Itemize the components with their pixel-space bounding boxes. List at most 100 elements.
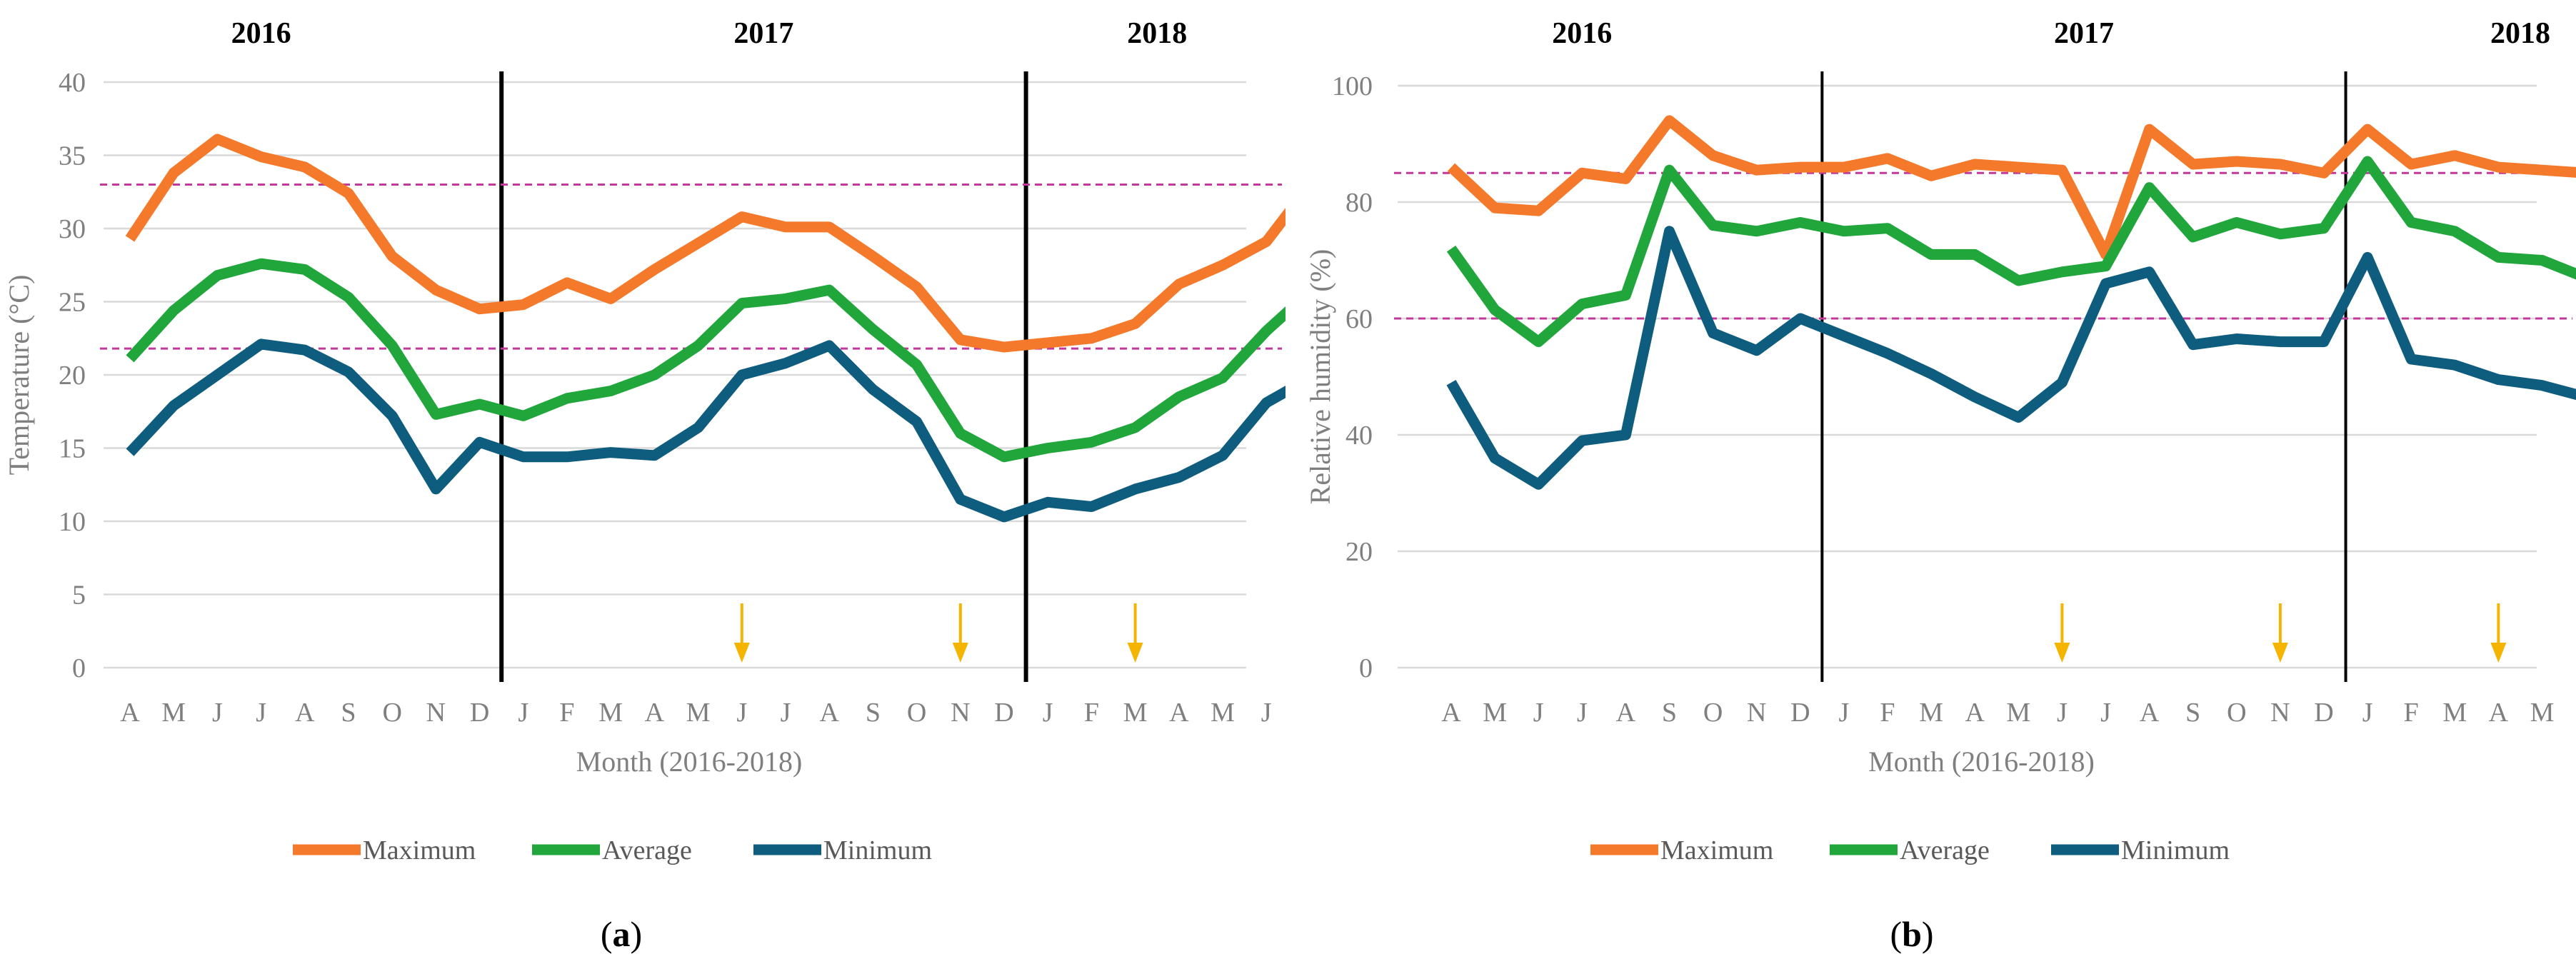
- temperature-average-point: [476, 400, 484, 408]
- temperature-legend-label-maximum: Maximum: [363, 835, 476, 865]
- humidity-minimum-point: [1840, 331, 1848, 340]
- humidity-x-tick-label: N: [2270, 698, 2290, 728]
- temperature-average-point: [388, 341, 396, 350]
- temperature-x-tick-label: F: [559, 698, 574, 728]
- humidity-average-point: [1578, 300, 1586, 308]
- down-arrow-head: [1127, 643, 1143, 663]
- humidity-maximum-point: [2058, 166, 2066, 174]
- humidity-year-label: 2017: [2054, 17, 2114, 50]
- humidity-y-axis-title: Relative humidity (%): [1304, 249, 1336, 505]
- temperature-minimum-point: [913, 418, 921, 426]
- temperature-average-point: [956, 429, 965, 438]
- humidity-legend-label-minimum: Minimum: [2121, 835, 2230, 865]
- humidity-average-point: [2189, 233, 2197, 241]
- temperature-year-label: 2016: [231, 17, 291, 50]
- humidity-average-point: [2538, 256, 2547, 265]
- temperature-average-point: [781, 294, 790, 303]
- humidity-x-tick-label: M: [2442, 698, 2467, 728]
- temperature-x-tick-label: N: [951, 698, 970, 728]
- temperature-maximum-point: [781, 223, 790, 231]
- temperature-x-tick-label: S: [866, 698, 881, 728]
- temperature-x-tick-label: J: [256, 698, 266, 728]
- down-arrow-icon: [2054, 603, 2070, 663]
- humidity-y-tick-label: 100: [1332, 71, 1373, 101]
- humidity-maximum-point: [1709, 151, 1718, 160]
- humidity-average-point: [1970, 250, 1979, 258]
- temperature-average-point: [606, 387, 615, 396]
- temperature-minimum-point: [1262, 398, 1271, 407]
- temperature-maximum-point: [213, 135, 221, 144]
- down-arrow-icon: [2490, 603, 2507, 663]
- temperature-minimum-point: [213, 371, 221, 379]
- temperature-x-tick-label: A: [120, 698, 140, 728]
- temperature-average-point: [257, 259, 266, 268]
- humidity-x-tick-label: J: [2057, 698, 2068, 728]
- humidity-average-point: [1490, 306, 1499, 314]
- humidity-subplot-letter: b: [1902, 914, 1922, 954]
- temperature-average-point: [519, 411, 528, 420]
- temperature-x-tick-label: N: [426, 698, 446, 728]
- temperature-series-maximum-line: [125, 134, 1286, 353]
- temperature-average-point: [825, 286, 833, 294]
- temperature-minimum-point: [1000, 513, 1008, 521]
- temperature-maximum-point: [606, 294, 615, 303]
- temperature-average-point: [169, 306, 178, 315]
- temperature-x-tick-label: J: [212, 698, 223, 728]
- temperature-y-tick-label: 15: [59, 434, 86, 464]
- temperature-y-tick-label: 40: [59, 68, 86, 98]
- temperature-maximum-point: [694, 239, 703, 248]
- humidity-minimum-point: [2538, 381, 2547, 390]
- temperature-average-point: [650, 371, 658, 379]
- temperature-average-point: [1262, 327, 1271, 336]
- temperature-minimum-point: [781, 359, 790, 368]
- humidity-maximum-point: [2014, 163, 2023, 171]
- humidity-maximum-point: [1578, 169, 1586, 177]
- temperature-minimum-point: [738, 371, 746, 379]
- humidity-average-point: [2363, 157, 2372, 166]
- humidity-minimum-point: [2407, 355, 2415, 363]
- humidity-subplot-label: (b): [1890, 914, 1933, 954]
- humidity-minimum-point: [1447, 378, 1455, 387]
- humidity-x-tick-label: O: [1703, 698, 1723, 728]
- humidity-minimum-point: [2450, 361, 2459, 369]
- humidity-minimum-point: [2102, 279, 2110, 288]
- temperature-maximum-point: [1262, 237, 1271, 246]
- humidity-maximum-point: [1840, 163, 1848, 171]
- humidity-maximum-point: [1490, 204, 1499, 212]
- humidity-x-tick-label: M: [2006, 698, 2030, 728]
- temperature-year-label: 2018: [1127, 17, 1187, 50]
- humidity-average-point: [2102, 262, 2110, 271]
- humidity-y-tick-label: 20: [1345, 537, 1373, 567]
- temperature-minimum-point: [825, 341, 833, 350]
- temperature-maximum-point: [1218, 261, 1227, 269]
- humidity-minimum-point: [1970, 393, 1979, 401]
- humidity-average-point: [2450, 227, 2459, 236]
- temperature-y-tick-label: 35: [59, 141, 86, 171]
- humidity-minimum-point: [1578, 436, 1586, 445]
- temperature-legend-label-minimum: Minimum: [823, 835, 932, 865]
- temperature-average-point: [431, 410, 440, 418]
- humidity-year-label: 2018: [2490, 17, 2550, 50]
- humidity-average-point: [1883, 224, 1892, 233]
- temperature-minimum-point: [1131, 485, 1140, 493]
- humidity-average-point: [1534, 338, 1543, 346]
- temperature-average-point: [1087, 438, 1096, 446]
- temperature-maximum-point: [1087, 334, 1096, 343]
- humidity-x-tick-label: S: [1662, 698, 1677, 728]
- temperature-maximum-point: [431, 286, 440, 294]
- temperature-maximum-point: [650, 265, 658, 273]
- humidity-x-tick-label: S: [2185, 698, 2200, 728]
- humidity-maximum-point: [1665, 116, 1674, 125]
- temperature-maximum-point: [126, 234, 134, 243]
- temperature-maximum-point: [1131, 319, 1140, 328]
- temperature-maximum-point: [257, 153, 266, 161]
- humidity-maximum-point: [1970, 160, 1979, 169]
- temperature-average-point: [1175, 393, 1183, 401]
- humidity-average-point: [2276, 230, 2285, 239]
- humidity-average-point: [2494, 253, 2502, 261]
- humidity-average-point: [1796, 219, 1805, 227]
- temperature-y-axis-title: Temperature (°C): [3, 275, 35, 476]
- humidity-average-point: [2407, 219, 2415, 227]
- humidity-y-tick-label: 80: [1345, 188, 1373, 218]
